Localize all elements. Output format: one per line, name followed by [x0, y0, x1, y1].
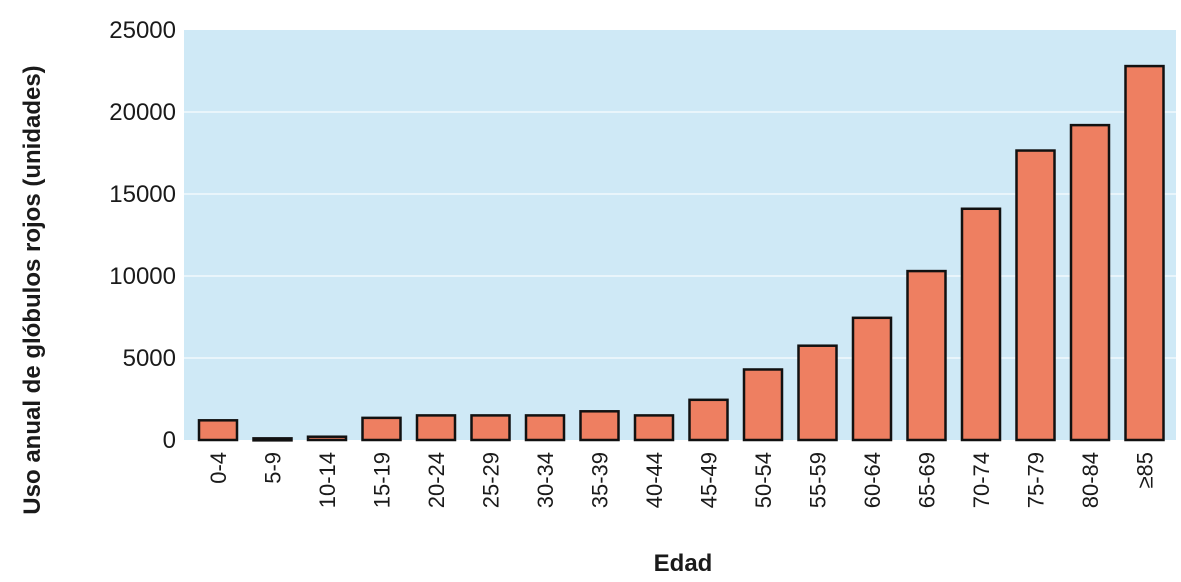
y-axis-title: Uso anual de glóbulos rojos (unidades): [19, 65, 46, 514]
y-tick-label: 10000: [109, 263, 176, 290]
y-tick-label: 15000: [109, 181, 176, 208]
x-tick-label: 20-24: [424, 452, 449, 508]
bar-10-14: [306, 435, 348, 442]
x-tick-label: 70-74: [969, 452, 994, 508]
bar-0-4: [197, 419, 239, 442]
bar-75-79: [1015, 149, 1056, 442]
x-axis-title: Edad: [654, 550, 713, 577]
bar-15-19: [361, 416, 402, 442]
x-tick-label: 75-79: [1024, 452, 1049, 508]
x-tick-label: 35-39: [588, 452, 613, 508]
x-tick-label: 65-69: [915, 452, 940, 508]
bar-80-84: [1069, 123, 1111, 442]
plot-area: [184, 30, 1176, 440]
y-tick-label: 25000: [109, 17, 176, 44]
bar-30-34: [524, 414, 566, 442]
x-axis-ticks: 0-4 5-9 10-14 15-19 20-24 25-29 30-34 35-39 40-4…: [206, 452, 1158, 508]
gridlines: [184, 111, 1176, 359]
bar-65-69: [906, 269, 947, 442]
x-tick-label: 40-44: [642, 452, 667, 508]
x-tick-label: ≥85: [1133, 452, 1158, 489]
y-tick-label: 20000: [109, 99, 176, 126]
x-tick-label: 45-49: [697, 452, 722, 508]
x-tick-label: 5-9: [261, 452, 286, 484]
bar-70-74: [960, 207, 1002, 442]
bar-25-29: [470, 414, 511, 442]
x-tick-label: 15-19: [370, 452, 395, 508]
bar-5-9: [252, 437, 293, 442]
x-tick-label: 80-84: [1078, 452, 1103, 508]
x-tick-label: 30-34: [533, 452, 558, 508]
y-tick-label: 5000: [123, 345, 176, 372]
bar-45-49: [688, 398, 729, 442]
y-axis-ticks: 0 5000 10000 15000 20000 25000: [109, 17, 176, 454]
x-tick-label: 60-64: [860, 452, 885, 508]
x-tick-label: 50-54: [751, 452, 776, 508]
y-tick-label: 0: [163, 427, 176, 454]
bars: [197, 64, 1165, 442]
bar-35-39: [579, 410, 620, 442]
bar-≥85: [1124, 64, 1165, 442]
x-tick-label: 55-59: [806, 452, 831, 508]
bar-60-64: [851, 316, 893, 442]
x-tick-label: 0-4: [206, 452, 231, 484]
x-tick-label: 25-29: [479, 452, 504, 508]
bar-50-54: [742, 368, 784, 442]
bar-55-59: [797, 344, 838, 442]
bar-40-44: [633, 414, 675, 442]
x-tick-label: 10-14: [315, 452, 340, 508]
bar-20-24: [415, 414, 457, 442]
